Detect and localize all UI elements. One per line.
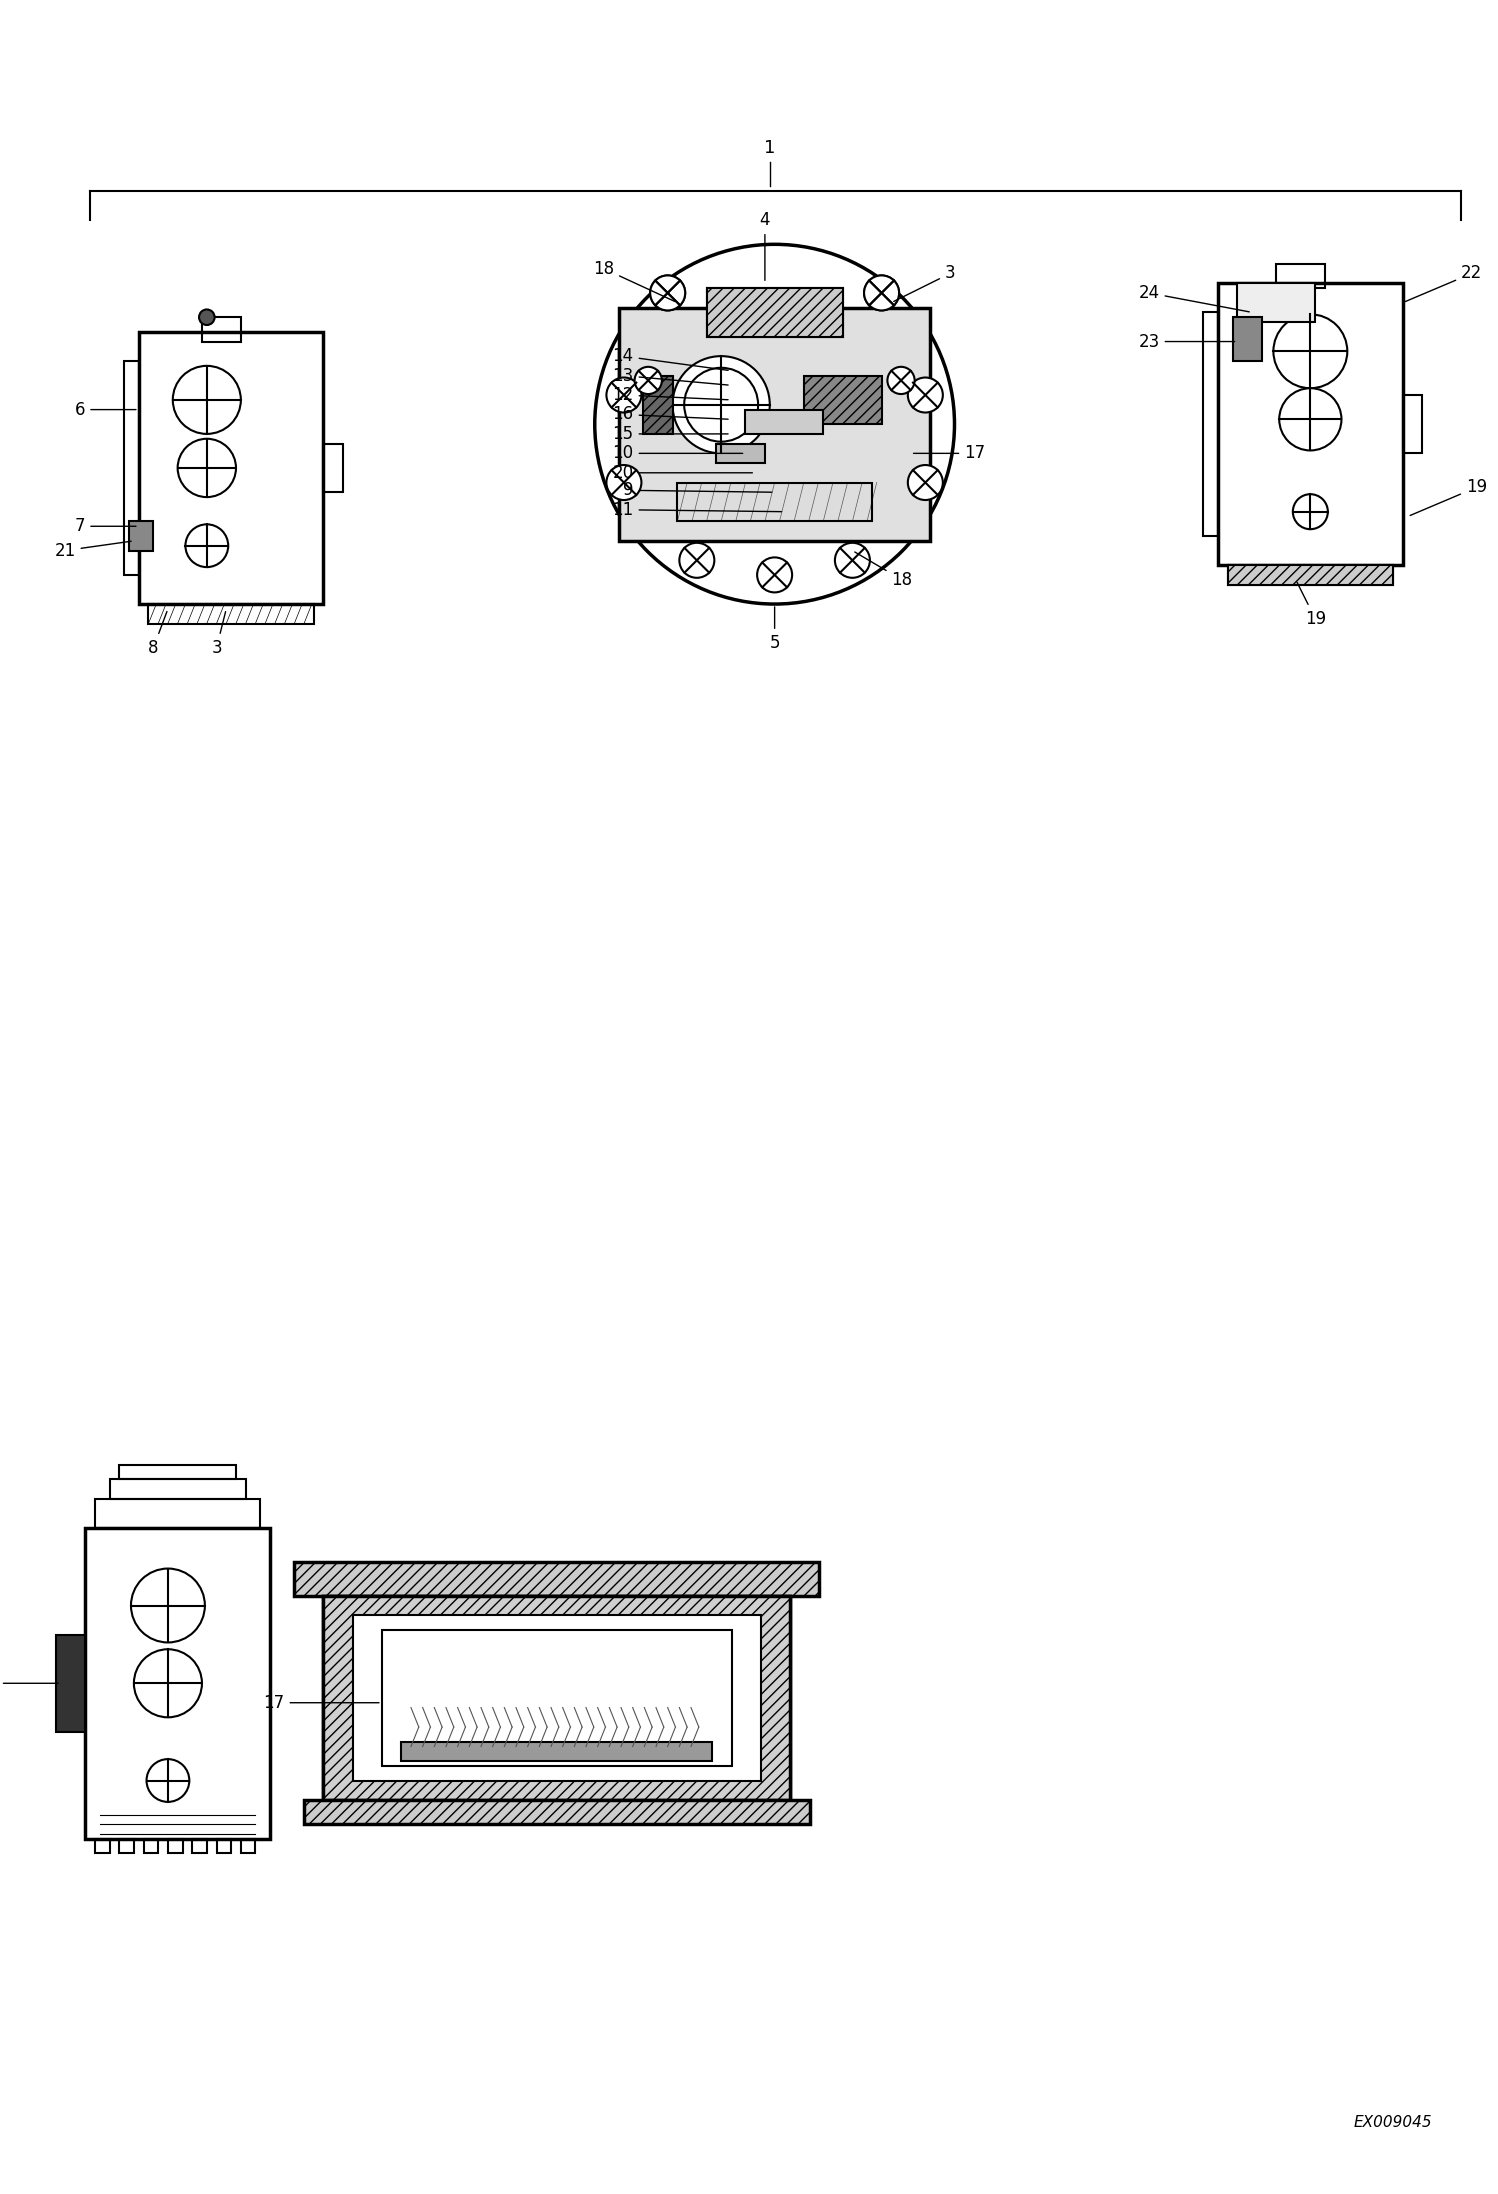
Circle shape	[864, 276, 899, 309]
Circle shape	[685, 369, 758, 441]
Circle shape	[199, 309, 214, 325]
Bar	[401, 1742, 713, 1762]
Bar	[120, 1466, 237, 1479]
Bar	[677, 483, 872, 522]
Circle shape	[1293, 494, 1327, 529]
Text: 7: 7	[75, 518, 136, 535]
Text: 24: 24	[1138, 283, 1249, 312]
Bar	[619, 307, 930, 542]
Text: 17: 17	[914, 445, 986, 463]
Text: 20: 20	[613, 463, 752, 483]
Bar	[746, 410, 824, 434]
Text: 17: 17	[264, 1694, 379, 1711]
Text: 9: 9	[623, 480, 771, 500]
Circle shape	[756, 557, 792, 592]
Text: 8: 8	[148, 612, 166, 656]
Bar	[643, 375, 673, 434]
Bar	[129, 522, 153, 551]
Text: 12: 12	[613, 386, 728, 404]
Bar	[324, 443, 343, 491]
Text: 18: 18	[855, 553, 912, 588]
Text: EX009045: EX009045	[1353, 2115, 1432, 2130]
Bar	[804, 375, 882, 423]
Bar	[85, 1527, 270, 1839]
Text: 4: 4	[759, 211, 770, 281]
Text: 1: 1	[764, 138, 776, 156]
Bar	[1237, 283, 1315, 323]
Text: 6: 6	[75, 402, 136, 419]
Bar	[1276, 263, 1324, 287]
Text: 3: 3	[211, 612, 226, 656]
Circle shape	[908, 377, 942, 412]
Circle shape	[650, 276, 685, 309]
Circle shape	[178, 439, 237, 498]
Circle shape	[607, 465, 641, 500]
Bar	[1228, 566, 1393, 584]
Bar	[124, 362, 139, 575]
Bar	[94, 1839, 109, 1854]
Bar	[707, 287, 843, 336]
Text: 21: 21	[54, 542, 132, 559]
Bar	[168, 1839, 183, 1854]
Circle shape	[650, 276, 685, 309]
Text: 14: 14	[613, 347, 728, 371]
Text: 13: 13	[613, 366, 728, 384]
Bar	[382, 1630, 733, 1766]
Bar	[94, 1499, 261, 1527]
Text: 23: 23	[1138, 333, 1234, 351]
Bar	[1233, 318, 1261, 362]
Text: 3: 3	[894, 265, 956, 301]
Bar	[192, 1839, 207, 1854]
Bar	[294, 1562, 819, 1595]
Circle shape	[680, 542, 715, 577]
Text: 11: 11	[613, 500, 782, 518]
Circle shape	[1279, 388, 1342, 450]
Circle shape	[607, 377, 641, 412]
Bar	[241, 1839, 256, 1854]
Circle shape	[887, 366, 915, 395]
Circle shape	[595, 244, 954, 603]
Circle shape	[635, 366, 662, 395]
Text: 19: 19	[1410, 478, 1488, 516]
Bar	[304, 1799, 809, 1823]
Text: 19: 19	[1297, 581, 1326, 627]
Circle shape	[908, 465, 942, 500]
Bar	[120, 1839, 133, 1854]
Bar	[1402, 395, 1422, 454]
Bar	[352, 1615, 761, 1782]
Circle shape	[147, 1760, 189, 1801]
Bar	[1228, 566, 1393, 584]
Bar	[55, 1635, 85, 1731]
Bar	[217, 1839, 231, 1854]
Text: 18: 18	[593, 259, 676, 301]
Bar	[1218, 283, 1402, 566]
Bar	[139, 331, 324, 603]
Circle shape	[186, 524, 228, 566]
Text: 10: 10	[613, 445, 743, 463]
Circle shape	[673, 355, 770, 454]
Bar	[202, 318, 241, 342]
Bar	[1203, 312, 1218, 535]
Text: 15: 15	[613, 426, 728, 443]
Circle shape	[133, 1650, 202, 1718]
Bar	[707, 287, 843, 336]
Circle shape	[130, 1569, 205, 1643]
Bar	[324, 1595, 789, 1799]
Bar	[148, 603, 313, 623]
Circle shape	[1273, 314, 1347, 388]
Bar	[109, 1479, 246, 1499]
Text: 5: 5	[770, 608, 780, 652]
Text: 2: 2	[0, 1674, 58, 1692]
Bar	[324, 1595, 789, 1799]
Text: 16: 16	[613, 406, 728, 423]
Circle shape	[172, 366, 241, 434]
Circle shape	[864, 276, 899, 309]
Bar	[716, 443, 765, 463]
Circle shape	[834, 542, 870, 577]
Text: 22: 22	[1405, 265, 1483, 301]
Bar	[144, 1839, 159, 1854]
